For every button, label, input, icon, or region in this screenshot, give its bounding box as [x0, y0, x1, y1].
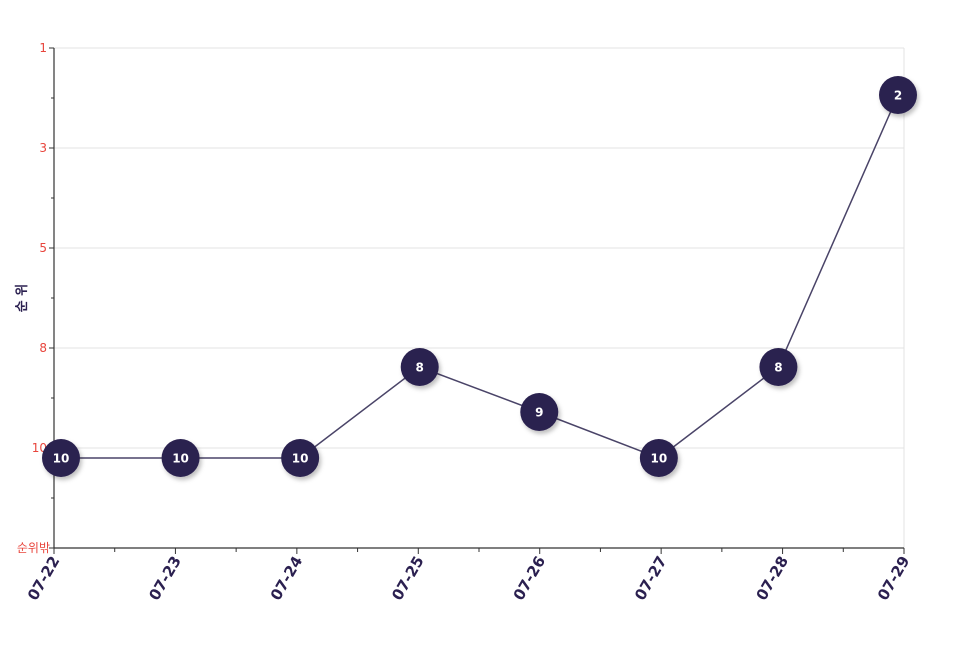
data-label: 8 — [774, 361, 782, 375]
x-tick-label: 07-25 — [388, 553, 428, 604]
data-label: 10 — [172, 452, 189, 466]
x-tick-label: 07-23 — [145, 553, 185, 604]
data-point[interactable] — [520, 393, 559, 431]
data-point[interactable] — [759, 348, 798, 386]
y-tick-label: 8 — [39, 341, 47, 355]
y-tick-label: 5 — [39, 241, 47, 255]
x-tick-label: 07-27 — [631, 553, 671, 604]
data-point[interactable] — [639, 439, 678, 477]
x-tick-label: 07-29 — [874, 553, 914, 604]
data-label: 9 — [535, 406, 543, 420]
data-label: 2 — [894, 89, 902, 103]
data-points: 10 10 10 8 9 10 8 2 — [42, 76, 917, 477]
series-polyline — [61, 94, 899, 459]
series-line — [61, 94, 899, 459]
data-point[interactable] — [879, 76, 917, 114]
y-tick-label: 순위밖 — [17, 541, 50, 555]
data-label: 10 — [292, 452, 309, 466]
data-point[interactable] — [42, 439, 80, 477]
y-axis-label: 순 위 — [15, 284, 30, 312]
x-tick-label: 07-26 — [510, 553, 550, 604]
x-tick-label: 07-22 — [24, 553, 64, 604]
data-label: 10 — [53, 452, 70, 466]
data-label: 8 — [416, 361, 424, 375]
y-tick-label: 1 — [39, 41, 47, 55]
data-point[interactable] — [161, 439, 200, 477]
x-tick-label: 07-24 — [267, 553, 307, 604]
y-tick-label: 3 — [39, 141, 47, 155]
data-point[interactable] — [400, 348, 439, 386]
data-point[interactable] — [281, 439, 320, 477]
x-tick-label: 07-28 — [752, 553, 792, 604]
data-label: 10 — [650, 452, 667, 466]
